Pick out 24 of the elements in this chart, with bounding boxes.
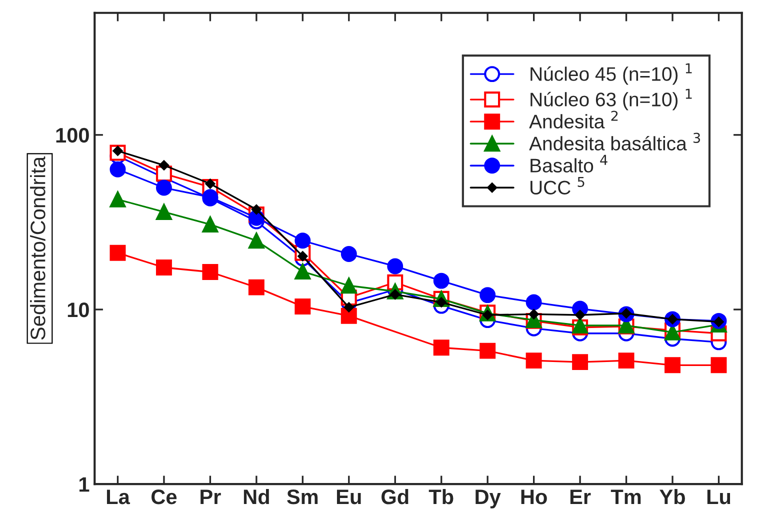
y-tick-label: 10 — [68, 302, 89, 318]
legend-label: Andesita $^{2}$ — [529, 110, 618, 128]
x-tick-label: Sm — [287, 490, 318, 504]
x-tick-label: Er — [570, 490, 591, 504]
legend-label: Andesita basáltica $^{3}$ — [529, 132, 700, 150]
y-tick-label: 1 — [79, 477, 90, 492]
y-axis-title: Sedimento/Condrita — [30, 156, 46, 340]
x-tick-label: Dy — [476, 490, 501, 508]
x-tick-label: Lu — [707, 490, 730, 504]
x-tick-label: Gd — [382, 488, 408, 504]
x-tick-label: Pr — [200, 490, 221, 504]
legend-label: Núcleo 63 (n=10) $^{1}$ — [530, 88, 692, 110]
legend-label: Basalto $^{4}$ — [530, 154, 608, 172]
x-tick-label: Yb — [660, 488, 685, 504]
x-tick-label: Eu — [336, 490, 361, 504]
x-tick-label: Tm — [610, 490, 641, 504]
x-tick-label: Ho — [521, 490, 547, 504]
x-tick-label: La — [106, 490, 130, 504]
x-tick-label: Ce — [152, 490, 177, 504]
x-tick-label: Tb — [428, 488, 454, 504]
x-tick-label: Nd — [244, 488, 269, 504]
legend-label: UCC $^{5}$ — [530, 176, 584, 194]
y-tick-label: 100 — [56, 128, 89, 143]
legend-label: Núcleo 45 (n=10) $^{1}$ — [530, 63, 692, 85]
